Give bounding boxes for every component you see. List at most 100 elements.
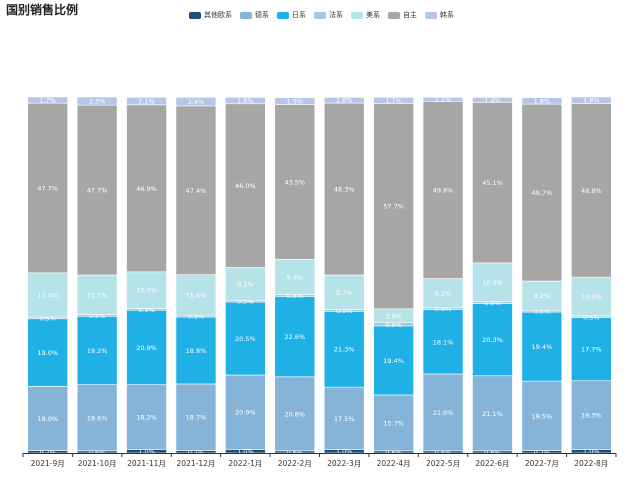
bar-segment[interactable]	[76, 96, 118, 106]
bar-segment[interactable]	[422, 97, 464, 102]
data-label: 0.5%	[138, 306, 155, 314]
data-label: 0.5%	[583, 313, 600, 321]
bar-segment[interactable]	[175, 97, 217, 107]
bar-segment[interactable]	[472, 303, 513, 377]
bar-segment[interactable]	[472, 375, 513, 452]
bar-segment[interactable]	[76, 384, 118, 452]
x-tick-label: 2022-7月	[525, 459, 559, 468]
chart-legend: 其他欧系 德系 日系 法系 美系 自主 韩系	[189, 10, 454, 20]
bar-segment[interactable]	[521, 280, 563, 311]
x-tick-label: 2022-4月	[377, 459, 411, 468]
bar-segment[interactable]	[27, 96, 69, 104]
data-label: 49.7%	[532, 189, 553, 197]
data-label: 2.4%	[188, 98, 205, 106]
bar-segment[interactable]	[76, 104, 118, 276]
data-label: 8.2%	[534, 292, 551, 300]
data-label: 18.7%	[186, 414, 207, 422]
bars-group: 0.7% 18.0% 19.0% 0.5% 12.4% 47.7% 1.7% 0.6% 18.6…	[27, 96, 612, 456]
legend-item[interactable]: 日系	[277, 10, 306, 20]
data-label: 49.8%	[433, 186, 454, 194]
data-label: 47.7%	[37, 184, 58, 192]
bar-segment[interactable]	[373, 103, 414, 310]
data-label: 20.8%	[284, 410, 305, 418]
bar-segment[interactable]	[274, 376, 316, 452]
bar-segment[interactable]	[570, 103, 612, 278]
bar-segment[interactable]	[521, 103, 563, 282]
data-label: 47.7%	[87, 187, 108, 195]
bar-segment[interactable]	[422, 309, 464, 375]
legend-item[interactable]: 法系	[314, 10, 343, 20]
bar-segment[interactable]	[27, 386, 69, 451]
bar-segment[interactable]	[175, 316, 217, 385]
x-tick-label: 2022-5月	[426, 459, 460, 468]
x-tick-label: 2022-1月	[228, 459, 262, 468]
bar-segment[interactable]	[323, 311, 365, 388]
bar-segment[interactable]	[472, 97, 513, 103]
x-tick-label: 2022-6月	[475, 459, 509, 468]
data-label: 21.3%	[334, 346, 355, 354]
data-label: 46.0%	[235, 182, 256, 190]
bar-segment[interactable]	[323, 102, 365, 276]
bar-segment[interactable]	[323, 97, 365, 104]
legend-item[interactable]: 其他欧系	[189, 10, 232, 20]
bar-segment[interactable]	[126, 97, 167, 106]
legend-label: 日系	[292, 11, 306, 19]
legend-label: 法系	[329, 11, 343, 19]
x-axis-labels: 2021-9月 2021-10月 2021-11月 2021-12月 2022-1月 20…	[22, 453, 617, 468]
legend-item[interactable]: 美系	[351, 10, 380, 20]
bar-segment[interactable]	[422, 278, 464, 309]
data-label: 0.6%	[385, 448, 402, 456]
bar-segment[interactable]	[570, 317, 612, 382]
bar-segment[interactable]	[225, 267, 266, 301]
bar-segment[interactable]	[126, 384, 167, 450]
bar-segment[interactable]	[323, 386, 365, 450]
bar-segment[interactable]	[274, 97, 316, 105]
data-label: 0.5%	[287, 292, 304, 300]
bar-segment[interactable]	[570, 96, 612, 104]
data-label: 18.1%	[433, 338, 454, 346]
legend-item[interactable]: 德系	[240, 10, 269, 20]
data-label: 0.5%	[237, 298, 254, 306]
legend-item[interactable]: 韩系	[425, 10, 454, 20]
data-label: 1.0%	[336, 448, 353, 456]
bar-segment[interactable]	[521, 380, 563, 451]
bar-segment[interactable]	[521, 311, 563, 382]
bar-segment[interactable]	[225, 374, 266, 450]
bar-segment[interactable]	[472, 102, 513, 264]
bar-segment[interactable]	[126, 104, 167, 273]
data-label: 10.9%	[581, 293, 602, 301]
bar-segment[interactable]	[76, 315, 118, 385]
legend-item[interactable]: 自主	[388, 10, 417, 20]
data-label: 0.5%	[435, 305, 452, 313]
data-label: 9.9%	[287, 273, 304, 281]
bar-segment[interactable]	[225, 97, 266, 105]
chart-title: 国别销售比例	[6, 3, 79, 17]
data-label: 0.5%	[39, 314, 56, 322]
data-label: 19.4%	[383, 357, 404, 365]
bar-segment[interactable]	[570, 380, 612, 450]
data-label: 0.5%	[534, 308, 551, 316]
data-label: 20.3%	[482, 336, 503, 344]
bar-segment[interactable]	[175, 105, 217, 275]
bar-segment[interactable]	[175, 383, 217, 451]
bar-segment[interactable]	[126, 309, 167, 385]
bar-segment[interactable]	[373, 394, 414, 452]
data-label: 1.8%	[534, 97, 551, 105]
x-tick-label: 2021-12月	[177, 459, 216, 468]
bar-segment[interactable]	[126, 271, 167, 309]
bar-segment[interactable]	[373, 97, 414, 104]
bar-segment[interactable]	[27, 318, 69, 387]
data-label: 1.9%	[287, 98, 304, 106]
legend-label: 美系	[366, 11, 380, 19]
bar-segment[interactable]	[422, 100, 464, 279]
bar-segment[interactable]	[570, 276, 612, 317]
x-tick-label: 2022-8月	[574, 459, 608, 468]
x-tick-label: 2022-2月	[278, 459, 312, 468]
data-label: 10.3%	[136, 287, 157, 295]
bar-segment[interactable]	[27, 102, 69, 274]
bar-segment[interactable]	[521, 97, 563, 105]
bar-segment[interactable]	[225, 301, 266, 376]
data-label: 1.6%	[336, 97, 353, 105]
data-label: 11.1%	[87, 291, 108, 299]
bar-segment[interactable]	[422, 373, 464, 452]
